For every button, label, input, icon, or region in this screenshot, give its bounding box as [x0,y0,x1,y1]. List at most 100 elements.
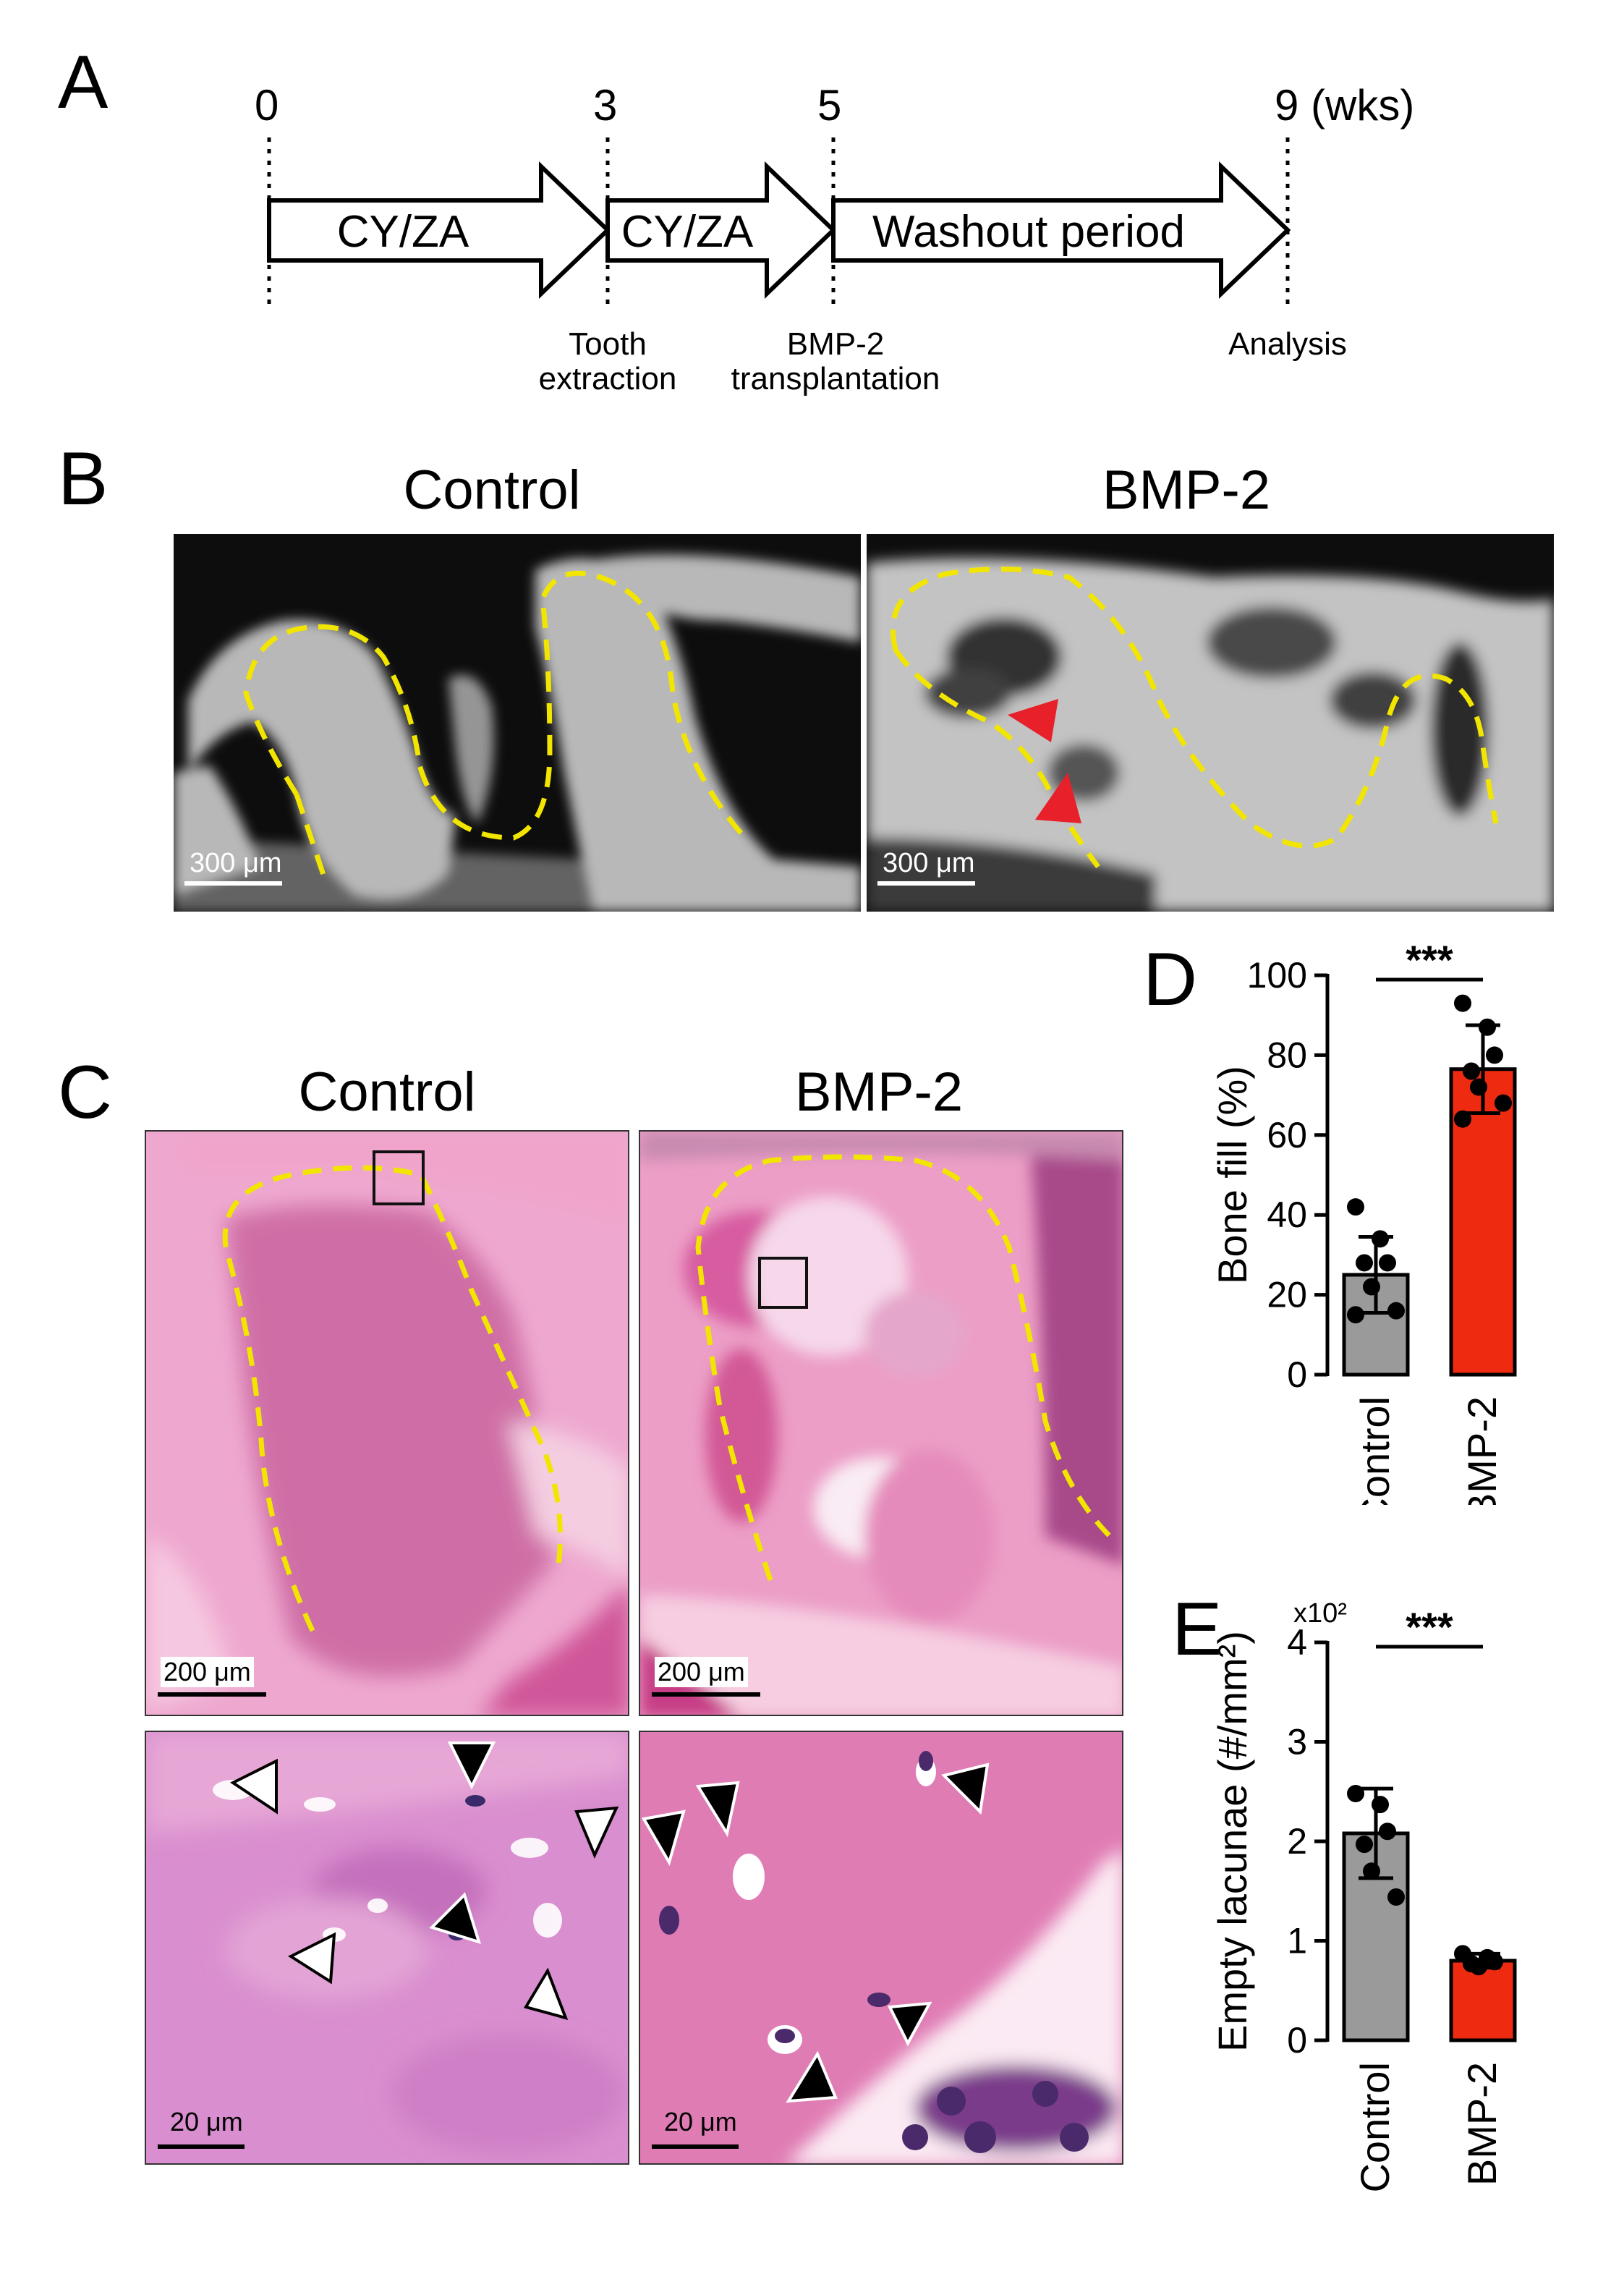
red-arrowhead-1 [1008,699,1058,742]
y-tick-label: 80 [1267,1035,1307,1075]
he-lowmag-bmp2 [639,1130,1123,1716]
data-point [1486,1046,1503,1064]
significance-label: *** [1406,1604,1453,1650]
data-point [1347,1198,1364,1216]
timepoint-3: 3 [593,81,618,130]
timepoint-9: 9 (wks) [1275,81,1415,130]
scalebar-label-control-he-high: 20 μm [170,2107,243,2137]
data-point [1356,1836,1373,1854]
bar-bmp-2 [1449,1067,1517,1377]
red-arrowhead-2 [1035,773,1081,823]
he-highmag-control [145,1731,629,2165]
y-tick-label: 100 [1247,955,1307,996]
panel-d-letter: D [1143,938,1198,1022]
panel-a-letter: A [58,41,109,124]
arrow-label-cyza-1: CY/ZA [336,207,469,257]
data-point [1356,1254,1373,1272]
panel-b-letter: B [58,437,109,521]
arrow-cyza-2 [605,161,837,300]
outline-control-he [222,1165,563,1632]
panel-c-title-bmp2: BMP-2 [794,1061,964,1123]
data-point [1379,1254,1396,1272]
scalebar-bmp2-he-high [652,2144,739,2149]
data-point [1363,1278,1380,1296]
outline-control-ct [243,570,747,841]
event-tooth-line1: Tooth [569,326,647,362]
y-tick-label: 60 [1267,1115,1307,1155]
arrow-washout [831,161,1291,300]
x-tick-label: Control [1352,2062,1398,2193]
y-tick-label: 40 [1267,1195,1307,1235]
microct-image-control [174,534,861,912]
y-tick-label: 4 [1287,1622,1307,1663]
y-tick-label: 2 [1287,1821,1307,1862]
timepoint-0: 0 [255,81,279,130]
y-axis-multiplier: x10² [1293,1598,1347,1629]
y-tick-label: 1 [1287,1921,1307,1961]
outline-bmp2-ct [890,567,1499,849]
scalebar-control-he-high [158,2144,245,2149]
data-point [1470,1958,1487,1976]
y-axis-label: Empty lacunae (#/mm²) [1210,1631,1255,2052]
microct-control-drawing [174,554,861,912]
he-highmag-bmp2-drawing [641,1751,1122,2163]
panel-b-title-bmp2: BMP-2 [1102,459,1271,521]
data-point [1479,1018,1496,1036]
he-highmag-control-drawing [146,1732,628,2152]
panel-e-letter: E [1172,1587,1223,1671]
data-point [1486,1953,1503,1971]
y-tick-label: 0 [1287,1354,1307,1395]
arrow-label-washout: Washout period [872,207,1185,257]
data-point [1470,1078,1487,1096]
panel-c-letter: C [58,1051,113,1134]
data-point [1463,1062,1480,1080]
scalebar-label-control-he-low: 200 μm [161,1657,254,1687]
black-arrowheads-control [429,1741,496,1945]
data-point [1347,1306,1364,1324]
panel-c-title-control: Control [298,1061,476,1123]
scalebar-label-bmp2-he-high: 20 μm [664,2107,737,2137]
scalebar-label-bmp2-ct: 300 μm [883,848,975,878]
data-point [1347,1785,1364,1802]
bar-chart-bone-fill: 0 20 40 60 80 100 Bone fill (%) Control BMP-2 *** [1210,941,1517,1505]
bar-bmp-2 [1449,1959,1517,2042]
microct-bmp2-drawing [867,558,1554,912]
he-highmag-bmp2 [639,1731,1123,2165]
event-tooth-line2: extraction [538,361,677,397]
timepoint-5: 5 [817,81,842,130]
scalebar-control-he-low [158,1692,266,1697]
microct-image-bmp2 [867,534,1554,912]
x-tick-label: BMP-2 [1459,2062,1505,2186]
data-point [1495,1094,1512,1112]
arrow-label-cyza-2: CY/ZA [621,207,754,257]
data-point [1387,1302,1405,1320]
event-tooth-extraction: Tooth extraction [535,326,680,397]
inset-box-control [373,1150,425,1205]
event-bmp-line2: transplantation [731,361,940,397]
he-lowmag-bmp2-drawing [640,1132,1122,1715]
x-tick-label: Control [1352,1396,1398,1505]
y-tick-label: 3 [1287,1722,1307,1762]
he-lowmag-control [145,1130,629,1716]
scalebar-label-control-ct: 300 μm [190,848,282,878]
white-arrowheads-control [230,1758,619,2020]
data-point [1372,1796,1389,1814]
event-bmp-transplantation: BMP-2 transplantation [716,326,955,397]
inset-box-bmp2 [758,1257,808,1309]
outline-bmp2-he [695,1154,1113,1582]
y-tick-label: 20 [1267,1275,1307,1315]
timeline-diagram [267,137,1291,311]
scalebar-bmp2-he-low [652,1692,760,1697]
data-point [1454,994,1471,1012]
data-point [1363,1862,1380,1880]
y-tick-label: 0 [1287,2020,1307,2061]
x-tick-label: BMP-2 [1459,1396,1505,1505]
black-arrowheads-bmp2 [641,1762,990,2103]
he-lowmag-control-drawing [146,1132,628,1715]
event-analysis: Analysis [1228,326,1347,362]
significance-label: *** [1406,941,1453,983]
event-bmp-line1: BMP-2 [786,326,885,362]
scalebar-bmp2-ct [877,881,975,886]
data-point [1379,1823,1396,1841]
